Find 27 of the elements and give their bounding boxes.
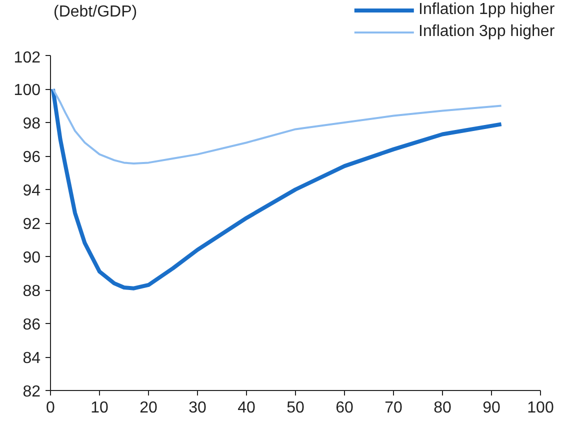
x-tick-label: 10 [90,400,108,416]
y-tick-label: 88 [22,283,41,300]
line-series [52,88,502,165]
x-tick-label: 30 [188,400,206,416]
x-tick-label: 50 [286,400,304,416]
x-tick-label: 70 [384,400,402,416]
y-tick-label: 94 [22,182,41,200]
y-tick-label: 98 [22,116,41,132]
y-tick-label: 92 [22,216,41,233]
y-tick-label: 84 [22,350,41,367]
legend-label: Inflation 3pp higher [418,23,555,41]
y-tick-label: 102 [14,50,41,66]
x-tick-label: 80 [434,400,452,416]
x-tick-label: 40 [238,400,256,416]
y-tick-label: 96 [22,149,41,166]
y-tick-label: 86 [22,316,41,334]
x-tick-label: 0 [46,400,56,416]
line-series [50,87,504,290]
x-tick-label: 60 [336,400,354,416]
x-tick-label: 20 [140,400,158,416]
x-tick-label: 100 [527,400,554,416]
y-tick-label: 82 [22,384,41,400]
y-axis-title: (Debt/GDP) [54,4,138,20]
y-tick-label: 100 [14,82,41,99]
legend-label: Inflation 1pp higher [418,1,555,19]
y-tick-label: 90 [22,250,41,266]
x-tick-label: 90 [482,400,500,416]
